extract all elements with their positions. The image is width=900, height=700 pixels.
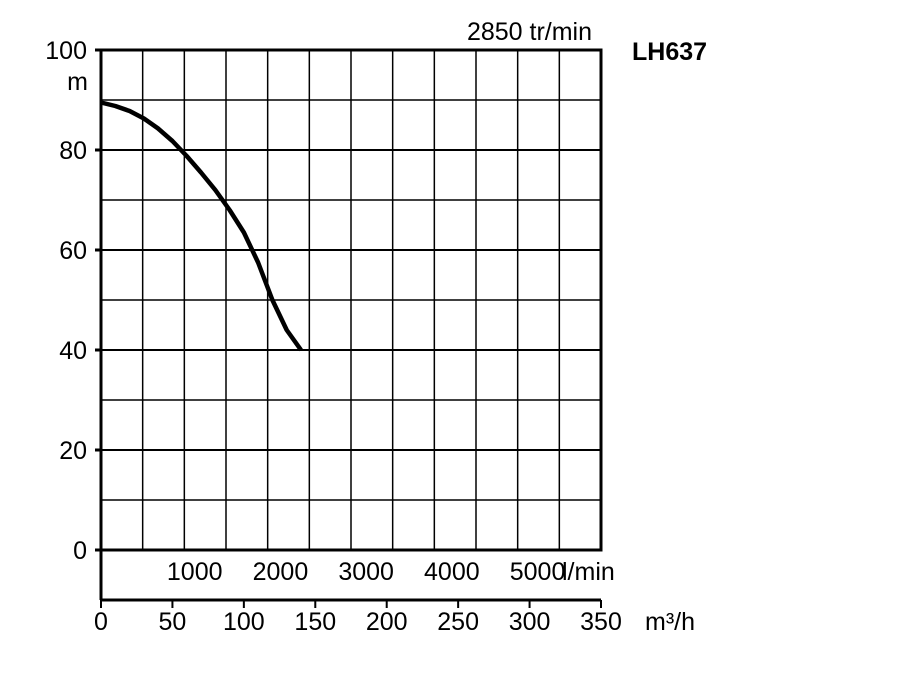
head-curve-line bbox=[100, 100, 303, 352]
m3h-tick-label: 0 bbox=[94, 608, 108, 636]
plot-frame bbox=[99, 48, 603, 602]
plot-border bbox=[99, 48, 603, 552]
y-tick-label: 80 bbox=[59, 137, 87, 165]
subtitle-speed: 2850 tr/min bbox=[467, 18, 592, 46]
y-tick-label: 20 bbox=[59, 437, 87, 465]
m3h-tick-label: 150 bbox=[294, 608, 336, 636]
y-tick-label: 60 bbox=[59, 237, 87, 265]
m3h-tick-label: 100 bbox=[223, 608, 265, 636]
m3h-tick-label: 350 bbox=[580, 608, 622, 636]
m3h-tick-label: 50 bbox=[159, 608, 187, 636]
y-tick-label: 40 bbox=[59, 337, 87, 365]
lmin-tick-label: 1000 bbox=[167, 558, 223, 586]
chart-title: LH637 bbox=[632, 38, 707, 66]
curve-series bbox=[100, 100, 303, 352]
lmin-tick-label: 2000 bbox=[253, 558, 309, 586]
m3h-unit-label: m³/h bbox=[645, 608, 695, 636]
y-axis-unit-label: m bbox=[67, 68, 88, 96]
m3h-tick-label: 250 bbox=[437, 608, 479, 636]
y-tick-label: 0 bbox=[73, 537, 87, 565]
labels: 2850 tr/min LH637 m l/min m³/h bbox=[67, 18, 707, 636]
m3h-tick-label: 300 bbox=[509, 608, 551, 636]
lmin-tick-label: 3000 bbox=[338, 558, 394, 586]
m3h-tick-label: 200 bbox=[366, 608, 408, 636]
y-tick-label: 100 bbox=[45, 37, 87, 65]
grid bbox=[101, 50, 601, 550]
lmin-unit-label: l/min bbox=[562, 558, 615, 586]
lmin-tick-label: 5000 bbox=[510, 558, 566, 586]
lmin-tick-label: 4000 bbox=[424, 558, 480, 586]
